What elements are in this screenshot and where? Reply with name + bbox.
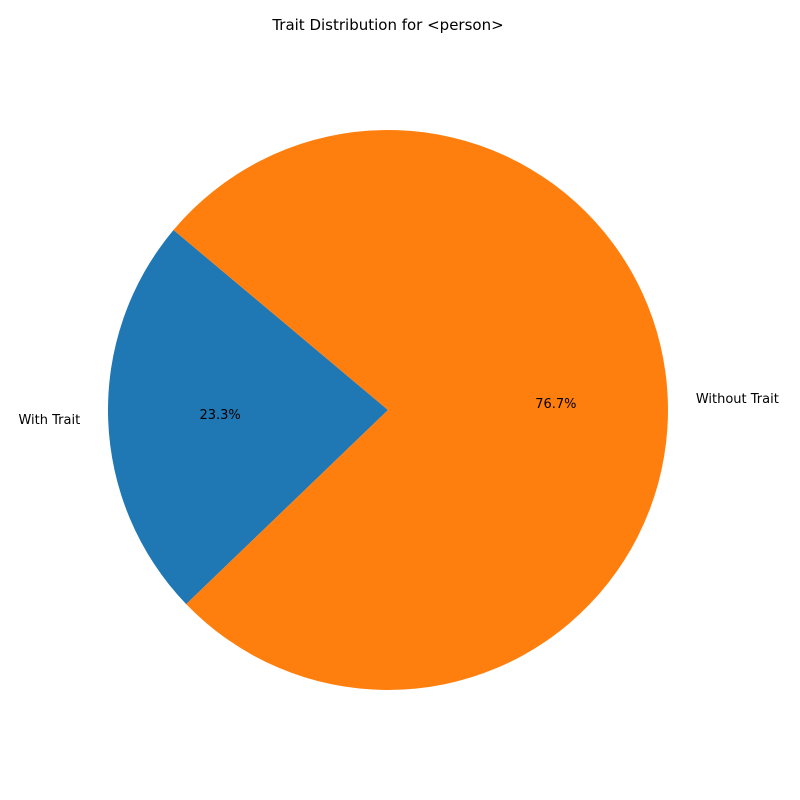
chart-title: Trait Distribution for <person> [271,16,503,34]
pie-labels: With Trait 23.3% Without Trait 76.7% [18,392,778,428]
pie-slice-with-trait [108,230,389,605]
slice-percentage-label: 76.7% [535,397,576,412]
pie-slices [108,130,668,691]
slice-label: With Trait [18,413,80,428]
slice-label: Without Trait [696,392,779,407]
slice-percentage-label: 23.3% [199,408,240,423]
pie-slice-without-trait [173,130,668,691]
